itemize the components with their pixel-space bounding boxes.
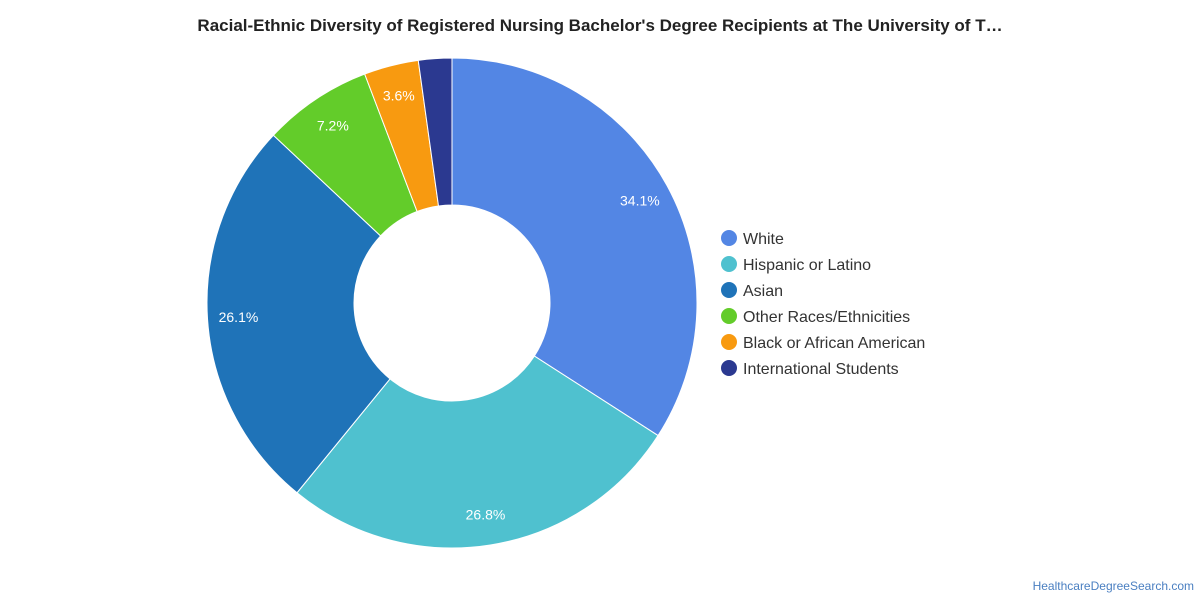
slice-label-hispanic-or-latino: 26.8% xyxy=(466,506,506,522)
slice-white[interactable] xyxy=(451,57,698,437)
legend-item-white[interactable]: White xyxy=(721,230,784,248)
slice-label-black-or-african-american: 3.6% xyxy=(383,88,415,104)
legend-marker-hispanic-or-latino xyxy=(721,256,737,272)
legend-item-black-or-african-american[interactable]: Black or African American xyxy=(721,334,925,352)
slice-hispanic-or-latino[interactable] xyxy=(296,355,659,549)
legend-label-black-or-african-american: Black or African American xyxy=(743,335,925,352)
legend-item-hispanic-or-latino[interactable]: Hispanic or Latino xyxy=(721,256,871,274)
chart-title: Racial-Ethnic Diversity of Registered Nu… xyxy=(197,16,1003,35)
legend-label-hispanic-or-latino: Hispanic or Latino xyxy=(743,257,871,274)
slice-label-asian: 26.1% xyxy=(219,309,259,325)
legend: White Hispanic or Latino Asian Other Races/… xyxy=(721,230,925,378)
legend-label-international-students: International Students xyxy=(743,361,899,378)
legend-marker-asian xyxy=(721,282,737,298)
legend-label-other-races-ethnicities: Other Races/Ethnicities xyxy=(743,309,910,326)
legend-marker-other-races-ethnicities xyxy=(721,308,737,324)
source-watermark[interactable]: HealthcareDegreeSearch.com xyxy=(1032,579,1194,593)
legend-marker-international-students xyxy=(721,360,737,376)
slice-international-students[interactable] xyxy=(417,57,453,207)
slices-group xyxy=(206,57,698,549)
legend-label-white: White xyxy=(743,231,784,248)
legend-item-asian[interactable]: Asian xyxy=(721,282,783,300)
legend-item-international-students[interactable]: International Students xyxy=(721,360,899,378)
slice-labels-group: 34.1% 26.8% 26.1% 7.2% 3.6% xyxy=(219,88,660,523)
legend-marker-black-or-african-american xyxy=(721,334,737,350)
slice-label-white: 34.1% xyxy=(620,192,660,208)
slice-label-other-races-ethnicities: 7.2% xyxy=(317,117,349,133)
legend-label-asian: Asian xyxy=(743,283,783,300)
legend-item-other-races-ethnicities[interactable]: Other Races/Ethnicities xyxy=(721,308,910,326)
slice-asian[interactable] xyxy=(206,134,391,494)
legend-marker-white xyxy=(721,230,737,246)
